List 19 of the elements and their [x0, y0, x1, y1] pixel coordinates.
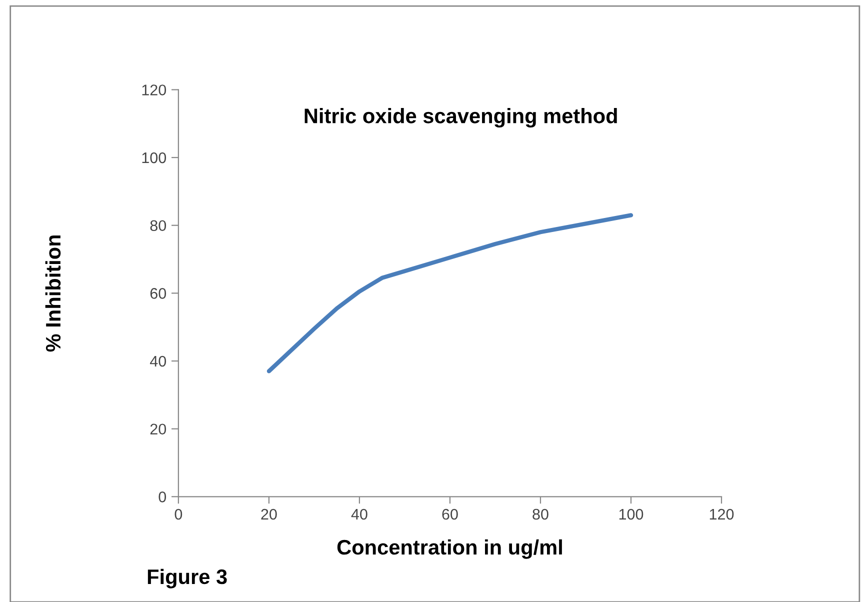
y-tick-label: 100: [142, 152, 166, 164]
line-series: [266, 213, 634, 374]
y-tick-label: 80: [150, 220, 166, 232]
x-tick-label: 100: [619, 508, 644, 520]
x-tick-label: 60: [442, 508, 458, 520]
y-tick-label: 40: [150, 356, 166, 367]
x-tick-label: 0: [174, 508, 182, 520]
y-tick-label: 20: [150, 424, 166, 435]
y-tick-label: 60: [150, 288, 166, 299]
x-tick-label: 80: [532, 508, 548, 520]
x-tick-label: 40: [351, 508, 368, 520]
y-tick-label: 120: [142, 84, 166, 96]
x-tick-label: 20: [261, 508, 277, 520]
caption: Figure 3: [148, 568, 227, 588]
y-axis-title: % Inhibition: [45, 235, 61, 352]
x-tick-label: 120: [710, 508, 734, 520]
x-axis-title: Concentration in ug/ml: [337, 539, 562, 559]
y-tick-label: 0: [158, 492, 166, 502]
text: Nitric oxide scavenging method: [304, 108, 617, 128]
